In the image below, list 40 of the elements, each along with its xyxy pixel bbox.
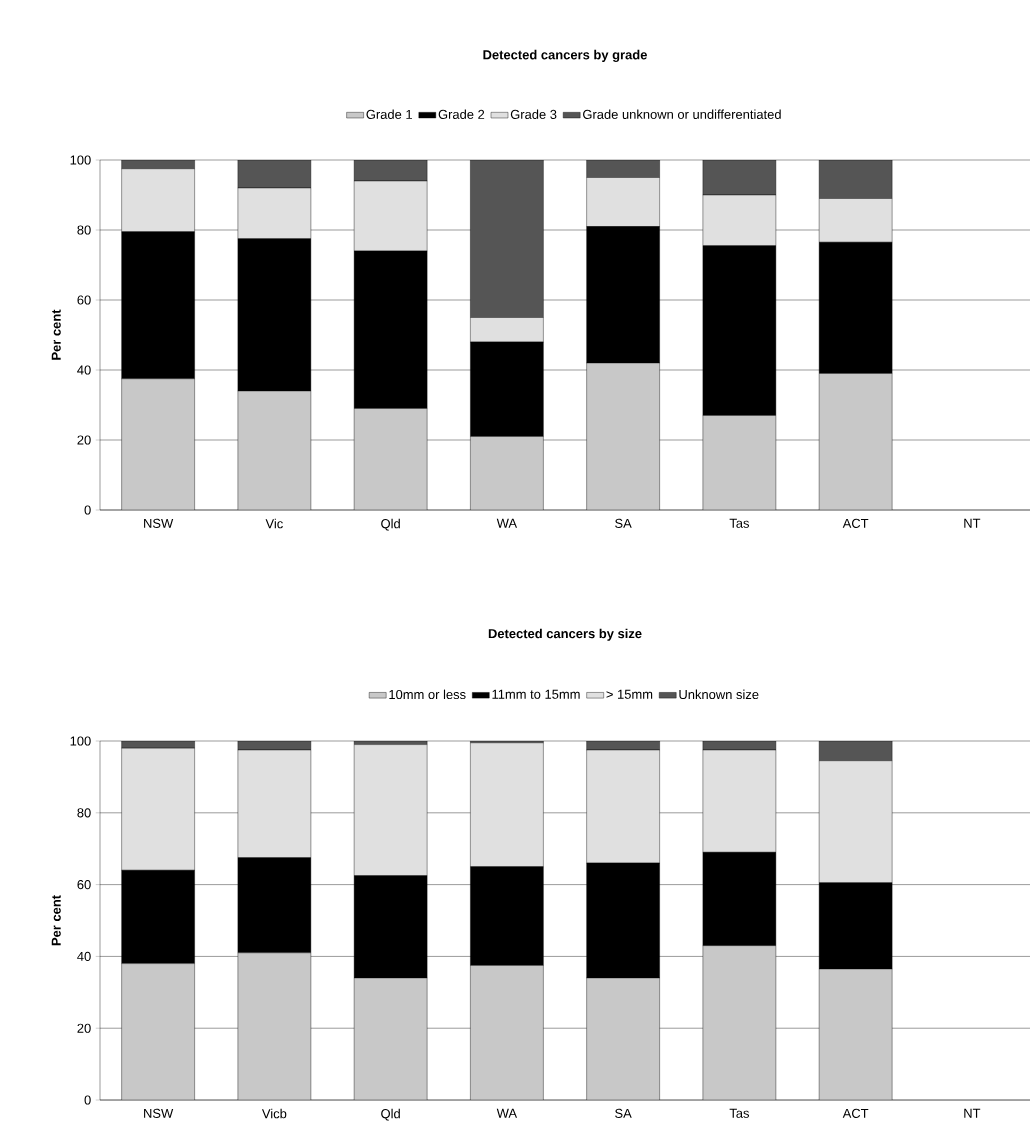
x-tick-label: Qld bbox=[381, 1108, 400, 1121]
x-tick-label: SA bbox=[615, 518, 632, 528]
legend-label: Grade 2 bbox=[438, 109, 485, 119]
x-tick-label: Vic bbox=[265, 518, 283, 529]
y-axis-title: Per cent bbox=[51, 309, 61, 360]
y-tick-label: 60 bbox=[77, 295, 91, 305]
legend-label: 10mm or less bbox=[389, 689, 466, 700]
legend-label: Unknown size bbox=[679, 689, 759, 700]
legend-label: > 15mm bbox=[606, 689, 653, 699]
legend-label: 11mm to 15mm bbox=[492, 689, 580, 699]
chart-title: Detected cancers by size bbox=[488, 628, 642, 641]
x-tick-label: SA bbox=[615, 1108, 632, 1118]
legend-label: Grade 1 bbox=[366, 109, 412, 119]
x-tick-label: WA bbox=[496, 1108, 518, 1118]
y-tick-label: 100 bbox=[70, 736, 91, 746]
y-tick-label: 0 bbox=[84, 1095, 91, 1105]
y-tick-label: 100 bbox=[70, 155, 91, 165]
y-tick-label: 80 bbox=[77, 225, 91, 235]
y-axis-title: Per cent bbox=[51, 895, 61, 946]
x-tick-label: NT bbox=[964, 518, 981, 528]
y-tick-label: 0 bbox=[84, 505, 91, 515]
x-tick-label: Qld bbox=[381, 518, 400, 531]
x-tick-label: WA bbox=[496, 518, 518, 528]
y-tick-label: 40 bbox=[77, 951, 91, 961]
x-tick-label: ACT bbox=[842, 518, 869, 528]
y-tick-label: 60 bbox=[77, 880, 91, 890]
legend-label: Grade 3 bbox=[510, 109, 557, 119]
x-tick-label: Tas bbox=[729, 518, 750, 528]
x-tick-label: NSW bbox=[144, 518, 174, 528]
y-tick-label: 80 bbox=[77, 808, 91, 818]
legend-label: Grade unknown or undifferentiated bbox=[583, 109, 781, 119]
chart-title: Detected cancers by grade bbox=[483, 49, 647, 63]
x-tick-label: NSW bbox=[144, 1108, 174, 1118]
y-tick-label: 20 bbox=[77, 435, 91, 445]
x-tick-label: ACT bbox=[842, 1108, 869, 1118]
x-tick-label: Tas bbox=[729, 1108, 750, 1118]
y-tick-label: 40 bbox=[77, 365, 91, 375]
y-tick-label: 20 bbox=[77, 1023, 91, 1033]
x-tick-label: Vicb bbox=[261, 1108, 287, 1119]
x-tick-label: NT bbox=[964, 1108, 981, 1118]
